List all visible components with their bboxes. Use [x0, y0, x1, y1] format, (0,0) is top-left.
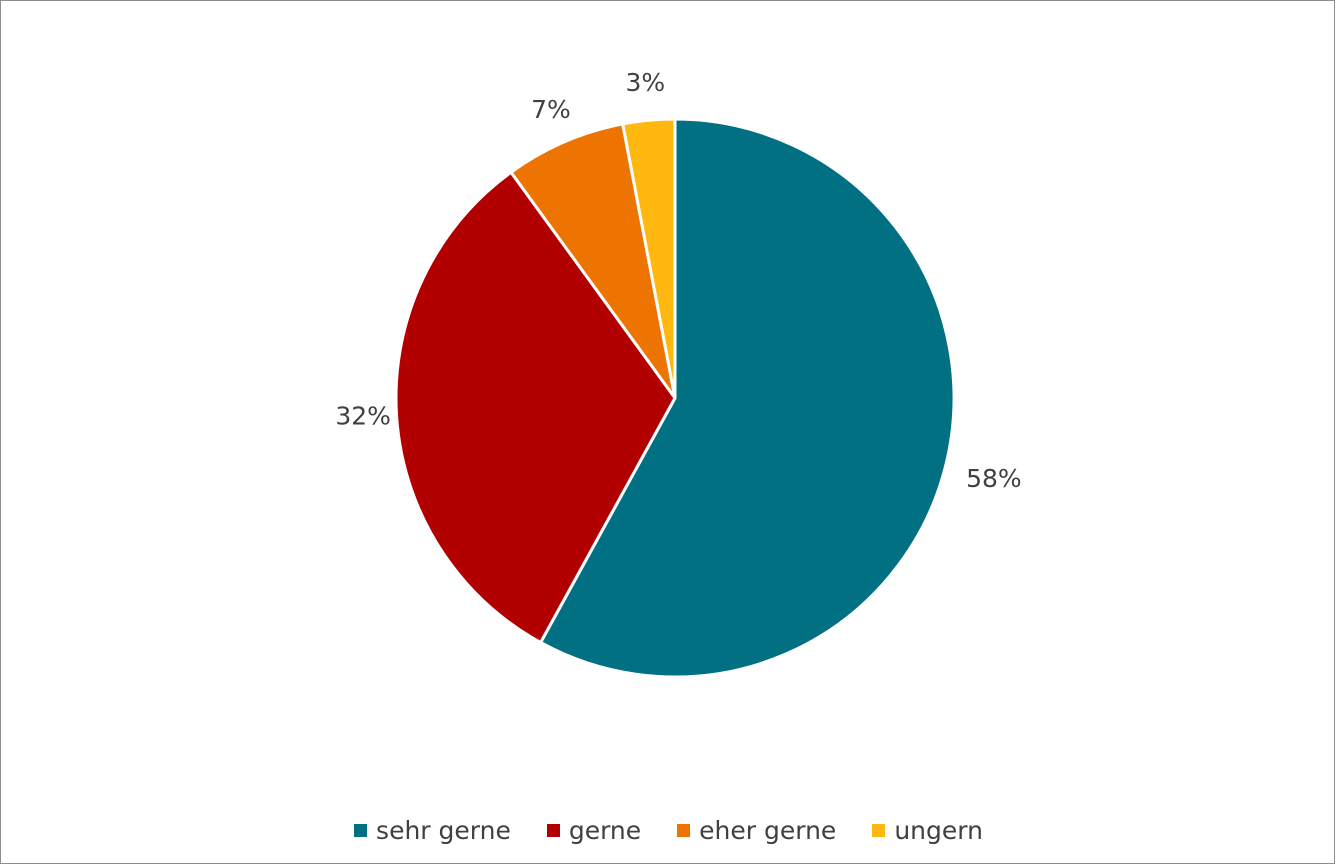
- pie-slices: [394, 117, 956, 679]
- legend-item-ungern: ungern: [872, 816, 983, 845]
- legend-swatch-ungern: [872, 823, 886, 837]
- legend-item-sehr-gerne: sehr gerne: [354, 816, 511, 845]
- legend-swatch-eher-gerne: [677, 823, 691, 837]
- data-label-gerne: 32%: [335, 402, 391, 431]
- data-label-sehr-gerne: 58%: [966, 464, 1022, 493]
- legend-label-eher-gerne: eher gerne: [699, 815, 837, 845]
- pie-slice-eher-gerne: [509, 122, 677, 400]
- legend-label-ungern: ungern: [894, 815, 983, 845]
- pie-slice-sehr-gerne: [539, 117, 956, 679]
- legend: sehr gerne gerne eher gerne ungern: [0, 812, 1337, 848]
- legend-swatch-sehr-gerne: [354, 823, 368, 837]
- data-label-ungern: 3%: [625, 68, 665, 97]
- data-label-eher-gerne: 7%: [531, 95, 571, 124]
- legend-item-eher-gerne: eher gerne: [677, 816, 836, 845]
- legend-label-gerne: gerne: [568, 815, 642, 845]
- legend-swatch-gerne: [546, 823, 560, 837]
- legend-item-gerne: gerne: [546, 815, 642, 845]
- pie-slice-ungern: [621, 117, 677, 400]
- data-labels: 58% 32% 7% 3%: [335, 68, 1021, 493]
- pie-slice-gerne: [394, 170, 677, 644]
- legend-label-sehr-gerne: sehr gerne: [376, 815, 511, 845]
